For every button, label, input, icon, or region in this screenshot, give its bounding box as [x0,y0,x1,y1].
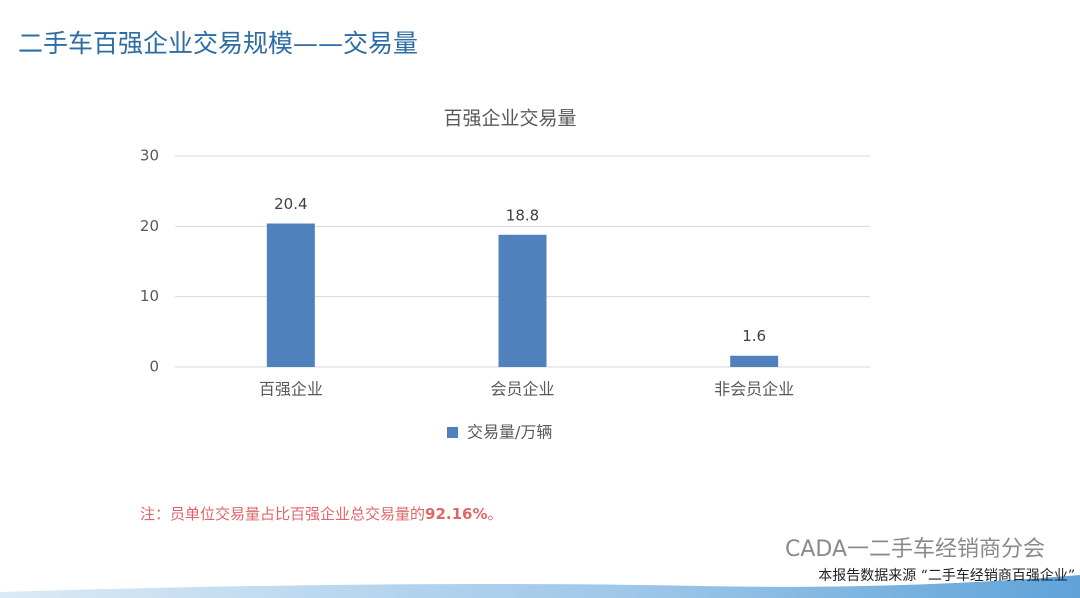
x-tick-label: 非会员企业 [714,380,794,399]
note-end: 。 [488,505,503,523]
legend-label: 交易量/万辆 [467,423,552,442]
note: 注：员单位交易量占比百强企业总交易量的92.16%。 [140,505,503,523]
bar [498,234,547,367]
watermark: CADA一二手车经销商分会 [785,537,1045,562]
bar [266,223,315,367]
y-tick-label: 30 [140,147,159,165]
note-text: 注：员单位交易量占比百强企业总交易量的 [140,505,425,523]
legend-swatch [447,427,458,438]
bar [730,355,779,367]
data-label: 1.6 [742,327,766,345]
note-percent: 92.16% [425,505,487,523]
y-tick-label: 0 [149,358,159,376]
y-tick-label: 10 [140,287,159,305]
x-tick-label: 会员企业 [490,380,554,399]
slide-title: 二手车百强企业交易规模——交易量 [18,29,418,58]
footer-source: 本报告数据来源 “二手车经销商百强企业” [818,567,1075,584]
footer-wave [0,575,1080,598]
x-tick-label: 百强企业 [259,380,323,399]
chart-title: 百强企业交易量 [443,108,576,130]
data-label: 18.8 [506,206,539,224]
data-label: 20.4 [274,195,307,213]
y-tick-label: 20 [140,217,159,235]
